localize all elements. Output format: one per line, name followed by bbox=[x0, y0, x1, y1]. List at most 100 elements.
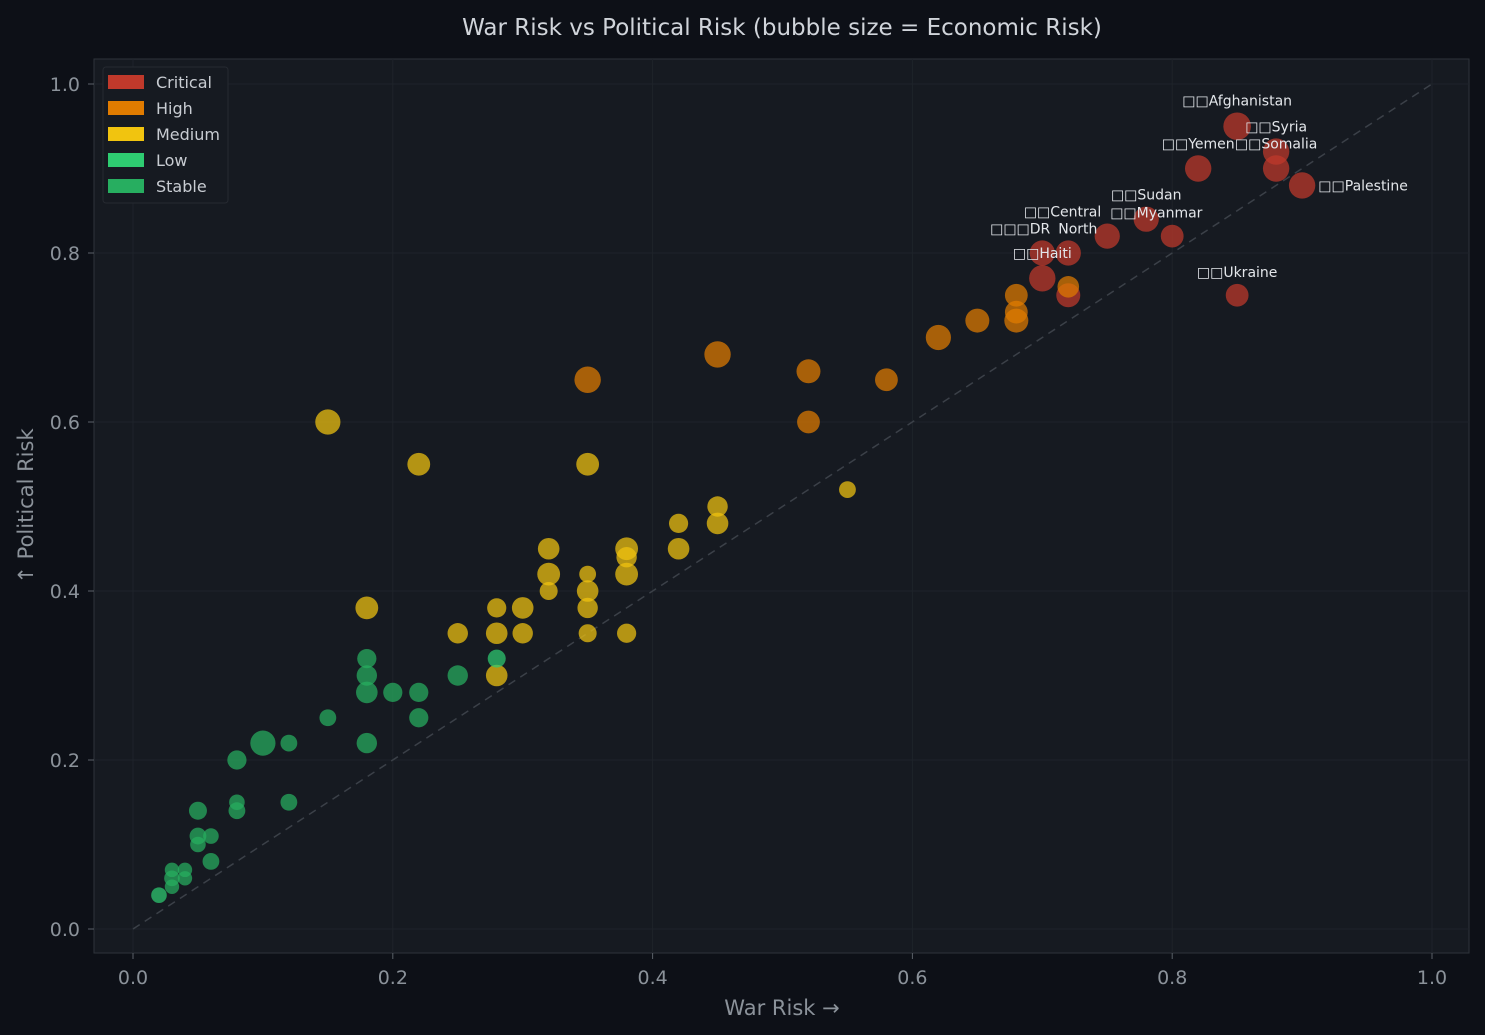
legend-label-medium: Medium bbox=[156, 125, 220, 144]
bubble-critical bbox=[1288, 172, 1316, 199]
bubble-label: □□Syria bbox=[1245, 119, 1307, 135]
bubble-critical bbox=[1262, 155, 1290, 182]
bubble-high bbox=[1057, 276, 1080, 298]
bubble-stable bbox=[164, 879, 180, 894]
bubble-stable bbox=[319, 709, 337, 727]
bubble-stable bbox=[228, 802, 246, 820]
bubble-label: North bbox=[1058, 221, 1097, 237]
bubble-stable bbox=[356, 732, 378, 754]
bubble-medium bbox=[579, 565, 597, 583]
bubble-high bbox=[1004, 308, 1029, 333]
bubble-stable bbox=[356, 681, 378, 704]
bubble-stable bbox=[203, 828, 219, 844]
bubble-high bbox=[796, 359, 821, 384]
bubble-medium bbox=[578, 624, 597, 643]
bubble-medium bbox=[485, 622, 508, 645]
bubble-medium bbox=[512, 623, 533, 644]
bubble-medium bbox=[537, 537, 560, 560]
bubble-medium bbox=[577, 597, 598, 619]
bubble-stable bbox=[409, 708, 429, 728]
bubble-medium bbox=[576, 452, 600, 476]
bubble-high bbox=[1004, 283, 1028, 307]
y-tick-label: 0.2 bbox=[50, 750, 80, 772]
bubble-critical bbox=[1133, 206, 1159, 232]
bubble-label: □□Ukraine bbox=[1197, 265, 1278, 281]
bubble-critical bbox=[1184, 155, 1212, 182]
bubble-stable bbox=[177, 871, 193, 886]
y-tick-label: 0.4 bbox=[50, 581, 80, 603]
legend-swatch-high bbox=[108, 101, 144, 115]
ticks-layer: 0.0 0.2 0.4 0.6 0.8 1.0 0.0 0.2 0.4 0.6 0.8 1.0 bbox=[50, 74, 1447, 989]
bubble-high bbox=[965, 308, 990, 333]
y-tick-label: 0.6 bbox=[50, 412, 80, 434]
bubble-medium bbox=[487, 598, 507, 618]
bubble-medium bbox=[668, 513, 689, 534]
x-axis-label: War Risk → bbox=[724, 996, 839, 1020]
bubble-medium bbox=[615, 562, 639, 586]
bubble-stable bbox=[202, 853, 220, 870]
y-tick-label: 0.8 bbox=[50, 243, 80, 265]
bubble-stable bbox=[357, 649, 377, 669]
bubble-label: □□Palestine bbox=[1318, 178, 1408, 194]
bubble-high bbox=[875, 368, 898, 392]
bubble-high bbox=[574, 366, 601, 393]
bubble-stable bbox=[250, 730, 276, 756]
legend-label-high: High bbox=[156, 99, 193, 118]
bubble-label: □□Somalia bbox=[1235, 136, 1317, 152]
legend-label-critical: Critical bbox=[156, 73, 212, 92]
bubble-low bbox=[487, 649, 506, 668]
bubble-medium bbox=[706, 512, 729, 535]
bubble-critical bbox=[1055, 240, 1081, 266]
y-axis-label: ↑ Political Risk bbox=[14, 428, 38, 584]
plot-area bbox=[93, 58, 1470, 954]
bubble-stable bbox=[356, 665, 378, 686]
bubble-label: □□Afghanistan bbox=[1182, 93, 1292, 109]
x-tick-label: 1.0 bbox=[1417, 967, 1447, 989]
bubble-label: □□Yemen bbox=[1162, 136, 1235, 152]
legend: Critical High Medium Low Stable bbox=[102, 66, 229, 204]
x-tick-label: 0.2 bbox=[378, 967, 408, 989]
bubble-critical bbox=[1223, 112, 1251, 141]
bubble-stable bbox=[188, 801, 207, 820]
bubble-stable bbox=[190, 836, 206, 853]
bubble-medium bbox=[707, 496, 728, 517]
bubble-medium bbox=[485, 664, 508, 687]
bubble-medium bbox=[839, 481, 856, 498]
point-labels-layer: □□Afghanistan □□Syria□□Somalia□□Yemen □□Pa… bbox=[990, 93, 1408, 280]
bubble-critical bbox=[1225, 283, 1249, 307]
bubble-medium bbox=[617, 623, 637, 643]
bubble-label: □□Myanmar bbox=[1110, 206, 1202, 222]
bubble-medium bbox=[511, 597, 534, 619]
bubble-critical bbox=[1029, 265, 1056, 292]
bubble-medium bbox=[315, 409, 341, 435]
bubble-critical bbox=[1160, 224, 1184, 248]
bubble-high bbox=[797, 410, 820, 434]
legend-label-low: Low bbox=[156, 151, 188, 170]
y-tick-label: 1.0 bbox=[50, 74, 80, 96]
x-tick-label: 0.6 bbox=[897, 967, 927, 989]
bubble-medium bbox=[537, 562, 561, 586]
chart-title: War Risk vs Political Risk (bubble size … bbox=[462, 15, 1102, 41]
reference-diagonal-line bbox=[132, 83, 1433, 930]
y-tick-label: 0.0 bbox=[50, 919, 80, 941]
bubble-high bbox=[704, 341, 731, 368]
bubble-stable bbox=[447, 665, 468, 686]
bubble-label: □□Haiti bbox=[1013, 246, 1072, 262]
legend-swatch-stable bbox=[108, 179, 144, 193]
bubble-stable bbox=[409, 682, 429, 703]
bubble-medium bbox=[667, 537, 690, 560]
bubble-stable bbox=[280, 734, 298, 752]
bubble-low bbox=[151, 887, 167, 903]
bubble-medium bbox=[539, 582, 558, 600]
legend-swatch-critical bbox=[108, 75, 144, 89]
x-tick-label: 0.8 bbox=[1157, 967, 1187, 989]
bubble-label: □□Sudan bbox=[1111, 188, 1182, 204]
bubble-medium bbox=[447, 623, 468, 644]
bubble-medium bbox=[576, 580, 599, 602]
bubble-medium bbox=[355, 596, 379, 620]
grid bbox=[94, 59, 1469, 953]
bubble-critical bbox=[1094, 223, 1120, 249]
bubble-medium bbox=[616, 547, 637, 568]
legend-label-stable: Stable bbox=[156, 177, 207, 196]
